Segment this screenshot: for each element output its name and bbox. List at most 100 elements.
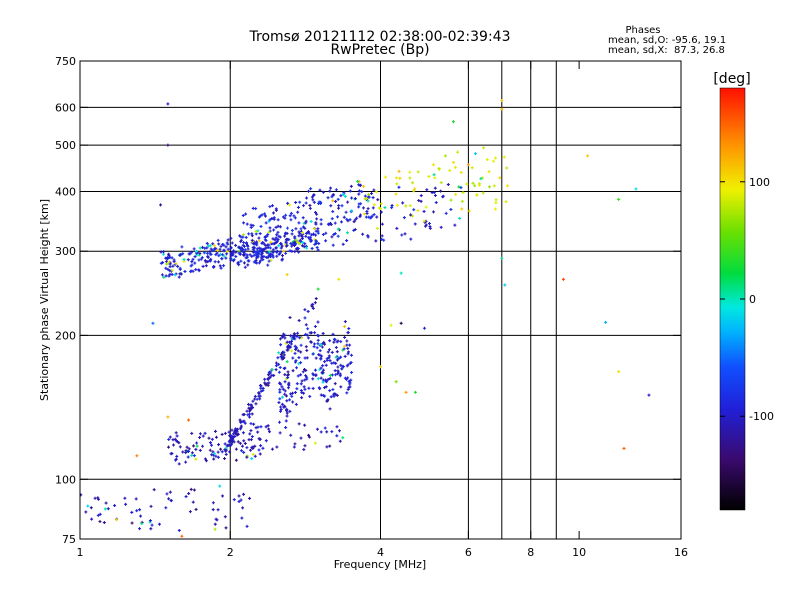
data-point <box>333 221 337 225</box>
data-point <box>327 354 331 358</box>
data-point <box>321 364 325 368</box>
data-point <box>302 221 306 225</box>
data-point <box>336 365 340 369</box>
data-point <box>366 207 370 211</box>
data-point <box>190 431 194 435</box>
data-point <box>294 200 298 204</box>
data-point <box>199 257 203 261</box>
data-point <box>257 239 261 243</box>
data-point <box>96 497 100 501</box>
data-point <box>317 353 321 357</box>
data-point <box>253 454 257 458</box>
data-point <box>152 488 156 492</box>
data-point <box>242 450 246 454</box>
data-point <box>332 340 336 344</box>
data-point <box>270 447 274 451</box>
data-point <box>339 194 343 198</box>
data-point <box>277 362 281 366</box>
data-point <box>279 355 283 359</box>
data-point <box>216 450 220 454</box>
data-point <box>278 235 282 239</box>
data-point <box>342 193 346 197</box>
data-point <box>218 247 222 251</box>
data-point <box>337 277 341 281</box>
data-point <box>434 201 438 205</box>
data-point <box>186 455 190 459</box>
data-point <box>423 224 427 228</box>
data-point <box>257 391 261 395</box>
data-point <box>427 174 431 178</box>
data-point <box>441 194 445 198</box>
data-point <box>198 246 202 250</box>
data-point <box>174 262 178 266</box>
data-point <box>306 327 310 331</box>
data-point <box>316 248 320 252</box>
data-point <box>211 508 215 512</box>
data-point <box>315 212 319 216</box>
data-point <box>335 340 339 344</box>
data-point <box>295 334 299 338</box>
data-point <box>291 356 295 360</box>
data-point <box>320 345 324 349</box>
data-point <box>180 534 184 538</box>
data-point <box>363 197 367 201</box>
data-point <box>264 214 267 218</box>
data-point <box>223 515 227 519</box>
data-point <box>149 527 153 531</box>
data-point <box>177 275 181 279</box>
data-point <box>282 350 286 354</box>
x-tick-label: 2 <box>227 546 234 559</box>
data-point <box>229 443 233 447</box>
data-point <box>430 191 434 195</box>
data-point <box>291 369 295 373</box>
data-point <box>254 229 258 233</box>
data-point <box>315 346 319 350</box>
data-point <box>255 252 259 256</box>
data-point <box>175 434 179 438</box>
data-point <box>242 233 246 237</box>
data-point <box>242 241 246 244</box>
data-point <box>460 199 464 203</box>
data-point <box>176 264 180 268</box>
data-point <box>451 120 455 124</box>
data-point <box>332 233 336 237</box>
data-point <box>166 415 170 419</box>
data-point <box>247 438 251 442</box>
data-point <box>192 247 196 251</box>
data-point <box>219 244 223 248</box>
data-point <box>148 519 152 523</box>
data-point <box>290 249 294 253</box>
data-point <box>285 407 289 411</box>
data-point <box>301 231 305 235</box>
data-point <box>228 450 232 454</box>
data-point <box>408 176 412 180</box>
data-point <box>254 250 258 254</box>
data-point <box>444 211 448 215</box>
data-point <box>485 158 489 162</box>
data-point <box>333 338 337 342</box>
data-point <box>340 367 344 371</box>
data-point <box>216 508 220 512</box>
data-point <box>241 506 245 510</box>
data-point <box>307 433 311 437</box>
data-point <box>457 185 461 189</box>
data-point <box>280 258 284 262</box>
data-point <box>184 449 188 453</box>
data-point <box>301 216 305 220</box>
data-point <box>372 213 376 217</box>
data-point <box>343 335 347 339</box>
data-point <box>316 287 320 291</box>
data-point <box>180 245 184 249</box>
data-point <box>268 218 272 222</box>
data-point <box>230 440 234 444</box>
data-point <box>268 246 272 250</box>
data-point <box>477 182 481 186</box>
data-point <box>343 324 347 328</box>
data-point <box>396 203 400 207</box>
data-point <box>363 194 367 198</box>
data-point <box>214 517 218 521</box>
data-point <box>456 150 460 154</box>
data-point <box>314 356 318 360</box>
data-point <box>322 340 326 344</box>
data-point <box>201 245 205 249</box>
